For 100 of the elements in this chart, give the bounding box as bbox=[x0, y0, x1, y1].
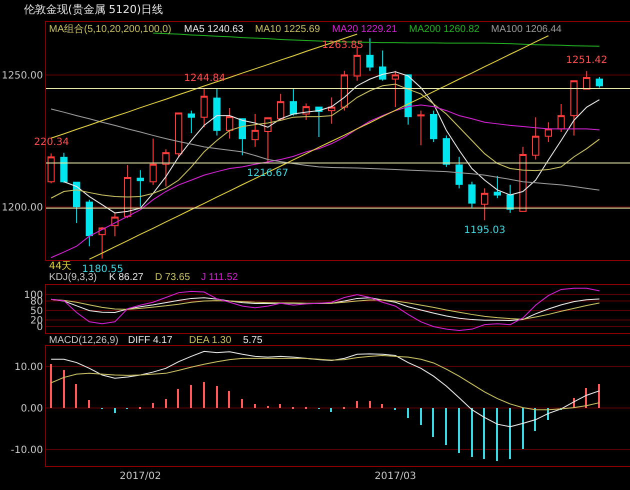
candlestick bbox=[72, 181, 80, 224]
candlestick bbox=[596, 76, 604, 88]
y-tick-label: 0.00 bbox=[20, 404, 43, 415]
x-tick-label: 2017/02 bbox=[120, 471, 162, 482]
bar bbox=[88, 400, 90, 408]
y-tick-label: 0 bbox=[36, 322, 43, 334]
chart-title: 伦敦金现(贵金属 5120)日线 bbox=[24, 3, 164, 16]
candlestick bbox=[111, 212, 118, 237]
candlestick bbox=[340, 70, 348, 112]
y-tick-label: 1200.00 bbox=[2, 202, 43, 214]
bar bbox=[496, 408, 498, 461]
bar bbox=[509, 408, 511, 459]
series-label: MA200 1260.82 bbox=[409, 24, 480, 35]
candlestick bbox=[213, 88, 220, 136]
bar bbox=[598, 384, 600, 408]
bar bbox=[407, 408, 409, 418]
candlestick bbox=[98, 226, 106, 260]
candlestick bbox=[226, 107, 234, 140]
candlestick bbox=[468, 181, 476, 209]
candlestick bbox=[174, 112, 182, 158]
y-tick-label: 1250.00 bbox=[2, 70, 43, 82]
bar bbox=[522, 408, 524, 449]
line-series bbox=[50, 288, 600, 331]
candlestick bbox=[328, 96, 336, 124]
candlestick bbox=[302, 102, 310, 120]
bar bbox=[203, 382, 205, 408]
candlestick bbox=[494, 175, 502, 199]
candlestick bbox=[417, 110, 425, 146]
bar bbox=[165, 399, 167, 408]
bar bbox=[75, 384, 77, 408]
candlestick bbox=[392, 70, 399, 108]
bar bbox=[432, 408, 434, 437]
bar bbox=[177, 389, 179, 408]
bar bbox=[483, 408, 485, 459]
y-tick-label: -10.00 bbox=[10, 444, 43, 456]
candlestick bbox=[570, 80, 578, 136]
text: MA10 1225.69 bbox=[255, 24, 320, 35]
candlestick bbox=[238, 118, 246, 156]
candlestick bbox=[366, 38, 374, 72]
bar bbox=[330, 408, 332, 412]
bar bbox=[241, 399, 243, 408]
bar bbox=[114, 408, 116, 413]
bar bbox=[190, 385, 192, 408]
bar bbox=[534, 408, 536, 431]
bar bbox=[50, 364, 52, 408]
candlestick bbox=[290, 88, 297, 116]
text: MA100 1206.44 bbox=[491, 24, 562, 35]
candlestick bbox=[136, 170, 144, 208]
candlestick bbox=[583, 70, 590, 90]
legend-title: KDJ(9,3,3) bbox=[49, 272, 97, 283]
text: MA20 1229.21 bbox=[332, 24, 398, 35]
y-tick-label: 10.00 bbox=[14, 362, 43, 374]
candlestick bbox=[251, 114, 259, 148]
text: MA5 1240.63 bbox=[184, 24, 244, 35]
candlestick bbox=[481, 188, 488, 221]
bar bbox=[381, 404, 383, 408]
candlestick bbox=[532, 116, 540, 160]
legend-title: MACD(12,26,9) bbox=[49, 335, 118, 346]
x-tick-label: 2017/03 bbox=[374, 471, 416, 482]
series-label: DIFF 4.17 bbox=[128, 335, 173, 346]
bar bbox=[356, 401, 358, 408]
bar bbox=[216, 386, 218, 408]
candlestick bbox=[149, 138, 157, 186]
bar bbox=[471, 408, 473, 457]
candlestick bbox=[519, 146, 527, 212]
y-tick-label: 50 bbox=[30, 306, 43, 318]
candlestick bbox=[188, 110, 195, 134]
annotation: 1251.42 bbox=[566, 55, 608, 66]
candlestick bbox=[456, 156, 463, 189]
candlestick bbox=[162, 148, 170, 187]
y-tick-label: 80 bbox=[30, 296, 43, 308]
candlestick bbox=[544, 122, 552, 143]
annotation: 220.34 bbox=[34, 137, 69, 148]
candlestick bbox=[506, 184, 514, 214]
bar bbox=[228, 391, 230, 408]
bar bbox=[254, 404, 256, 408]
bar bbox=[152, 403, 154, 408]
annotation: 1195.03 bbox=[464, 225, 506, 236]
text: K 86.27 bbox=[109, 272, 144, 283]
annotation: 44天 bbox=[49, 261, 72, 272]
candlestick bbox=[86, 199, 93, 247]
candlestick bbox=[47, 152, 55, 184]
bar bbox=[369, 401, 371, 408]
line-series bbox=[88, 35, 549, 260]
candlestick bbox=[442, 134, 450, 168]
candlestick bbox=[200, 88, 208, 128]
bar bbox=[445, 408, 447, 445]
series-label: D 73.65 bbox=[155, 272, 190, 283]
bar bbox=[458, 408, 460, 453]
candlestick bbox=[430, 110, 438, 143]
legend-title: MA组合(5,10,20,200,100,0) bbox=[49, 23, 172, 35]
candlestick bbox=[558, 103, 565, 133]
line-series bbox=[50, 350, 600, 428]
candlestick bbox=[60, 152, 68, 184]
bar bbox=[279, 404, 281, 408]
candlestick bbox=[264, 117, 272, 164]
candlestick bbox=[379, 50, 386, 82]
candlestick bbox=[124, 164, 132, 218]
series-label: DEA 1.30 bbox=[189, 335, 232, 346]
line-series bbox=[152, 32, 600, 47]
